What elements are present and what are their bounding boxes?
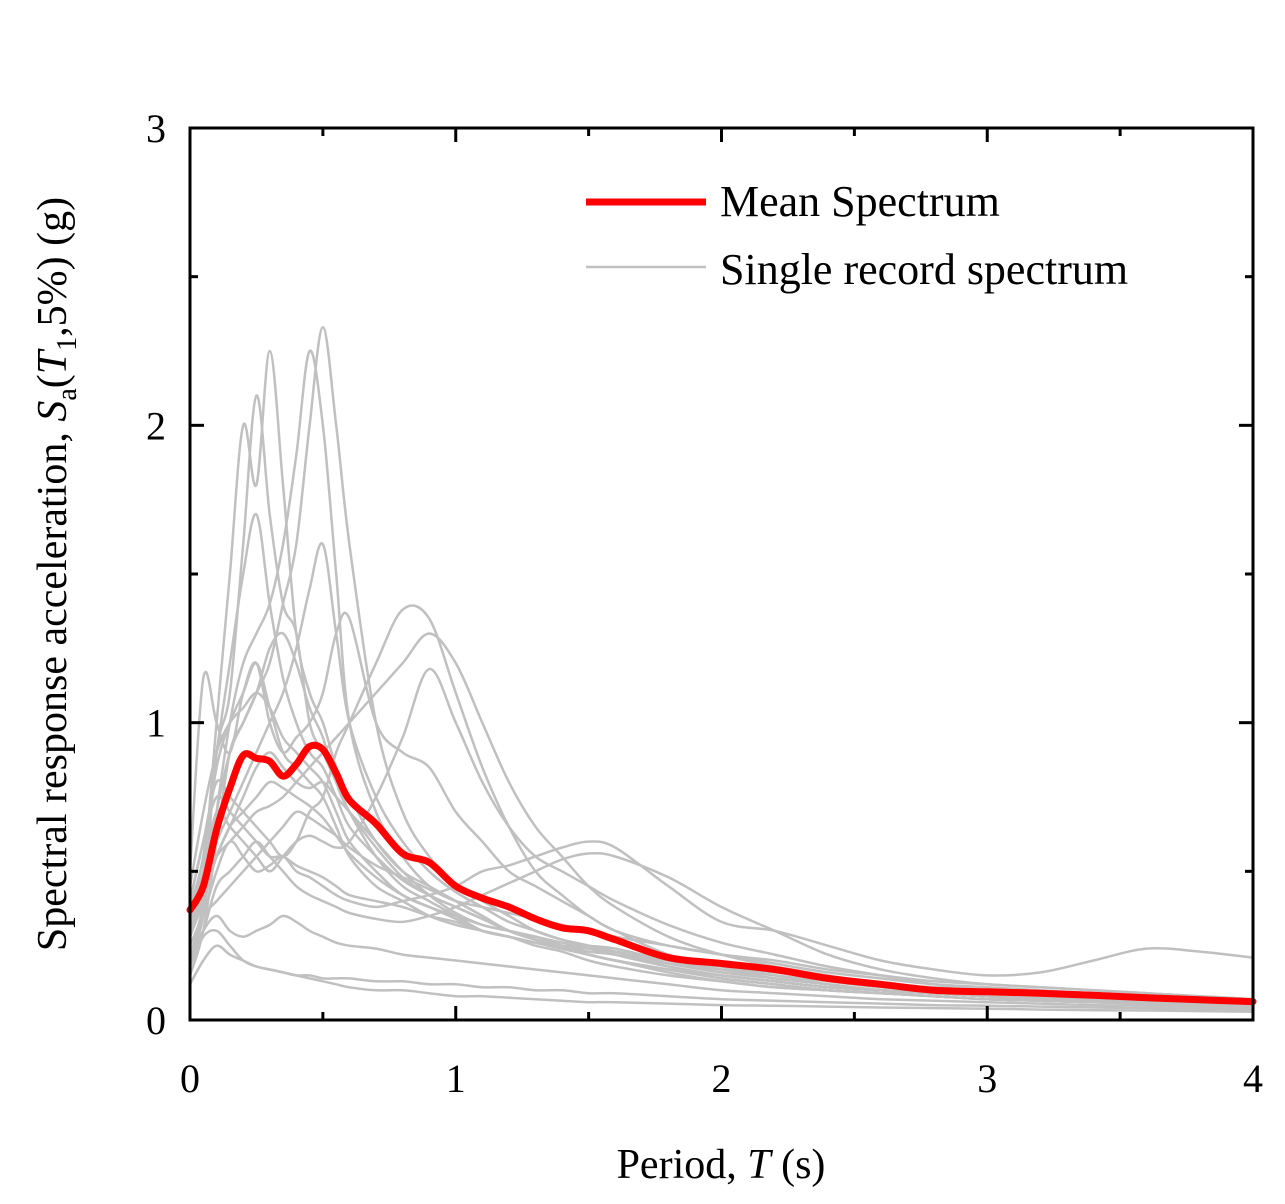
single-record-line-7 [188, 632, 1254, 1005]
x-axis-label: Period, T (s) [617, 1142, 826, 1188]
single-record-line-12 [188, 944, 1254, 1013]
single-record-lines [188, 325, 1254, 1013]
x-tick-label: 4 [1243, 1056, 1263, 1101]
legend-single-label: Single record spectrum [720, 245, 1128, 294]
legend: Mean Spectrum Single record spectrum [586, 177, 1128, 294]
y-tick-label: 3 [146, 106, 166, 151]
single-record-line-4 [188, 325, 1254, 1007]
single-record-line-9 [188, 840, 1254, 977]
x-tick-label: 1 [446, 1056, 466, 1101]
single-record-line-1 [188, 394, 1254, 1008]
legend-mean-label: Mean Spectrum [720, 177, 1000, 226]
single-record-line-5 [188, 611, 1254, 1001]
axis-ticks [188, 126, 1255, 1022]
x-tick-label: 2 [712, 1056, 732, 1101]
single-record-line-19 [188, 914, 1254, 1009]
single-record-line-21 [188, 513, 1254, 1008]
y-tick-label: 1 [146, 701, 166, 746]
x-tick-label: 0 [180, 1056, 200, 1101]
y-tick-label: 2 [146, 403, 166, 448]
single-record-line-22 [188, 542, 1254, 1007]
y-axis-label: Spectral response acceleration, Sa(T1,5%… [30, 197, 83, 951]
y-tick-label: 0 [146, 998, 166, 1043]
mean-spectrum-line [186, 741, 1257, 1006]
axis-tick-labels: 0 1 2 3 4 0 1 2 3 [146, 106, 1263, 1101]
x-tick-label: 3 [977, 1056, 997, 1101]
